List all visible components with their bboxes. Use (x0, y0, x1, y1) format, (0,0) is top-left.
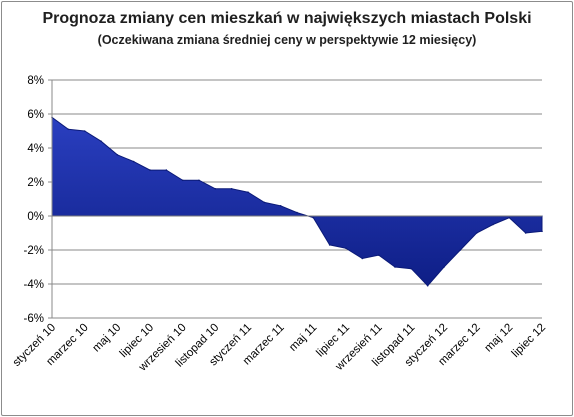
x-tick-label: lipiec 12 (510, 322, 548, 360)
chart-title: Prognoza zmiany cen mieszkań w największ… (42, 10, 532, 27)
y-tick-label: -6% (24, 313, 44, 325)
y-tick-label: -4% (24, 279, 44, 291)
series-area (51, 116, 543, 287)
data-area (51, 116, 543, 287)
data-point (181, 179, 184, 182)
y-tick-label: 6% (27, 109, 44, 121)
data-point (83, 130, 86, 132)
data-point (165, 169, 168, 171)
x-tick-label: maj 11 (287, 322, 319, 354)
y-tick-label: 0% (27, 211, 44, 223)
y-tick-label: -2% (24, 245, 44, 257)
data-point (328, 244, 331, 246)
data-point (100, 140, 102, 142)
data-point (508, 216, 511, 219)
data-point (132, 160, 135, 163)
data-point (198, 179, 200, 182)
data-point (361, 257, 364, 260)
data-point (263, 201, 266, 204)
y-tick-label: 2% (27, 177, 44, 189)
data-point (312, 216, 315, 219)
chart-subtitle: (Oczekiwana zmiana średniej ceny w persp… (97, 33, 477, 47)
data-point (279, 205, 282, 207)
data-point (214, 188, 217, 190)
data-point (247, 191, 249, 193)
data-point (426, 284, 429, 287)
data-point (230, 188, 233, 190)
data-point (377, 254, 380, 256)
y-tick-label: 8% (27, 75, 44, 87)
data-point (410, 267, 413, 270)
data-point (296, 211, 298, 214)
data-point (443, 266, 445, 268)
data-point (524, 232, 527, 234)
data-point (492, 223, 494, 226)
data-point (149, 169, 151, 171)
data-point (459, 249, 462, 251)
y-tick-label: 4% (27, 143, 44, 155)
data-point (541, 230, 543, 233)
data-point (394, 266, 396, 268)
data-point (116, 154, 119, 156)
data-point (475, 232, 478, 234)
data-point (345, 247, 347, 250)
data-point (67, 128, 70, 131)
y-axis: 8% 6% 4% 2% 0% -2% -4% -6% (24, 75, 53, 325)
